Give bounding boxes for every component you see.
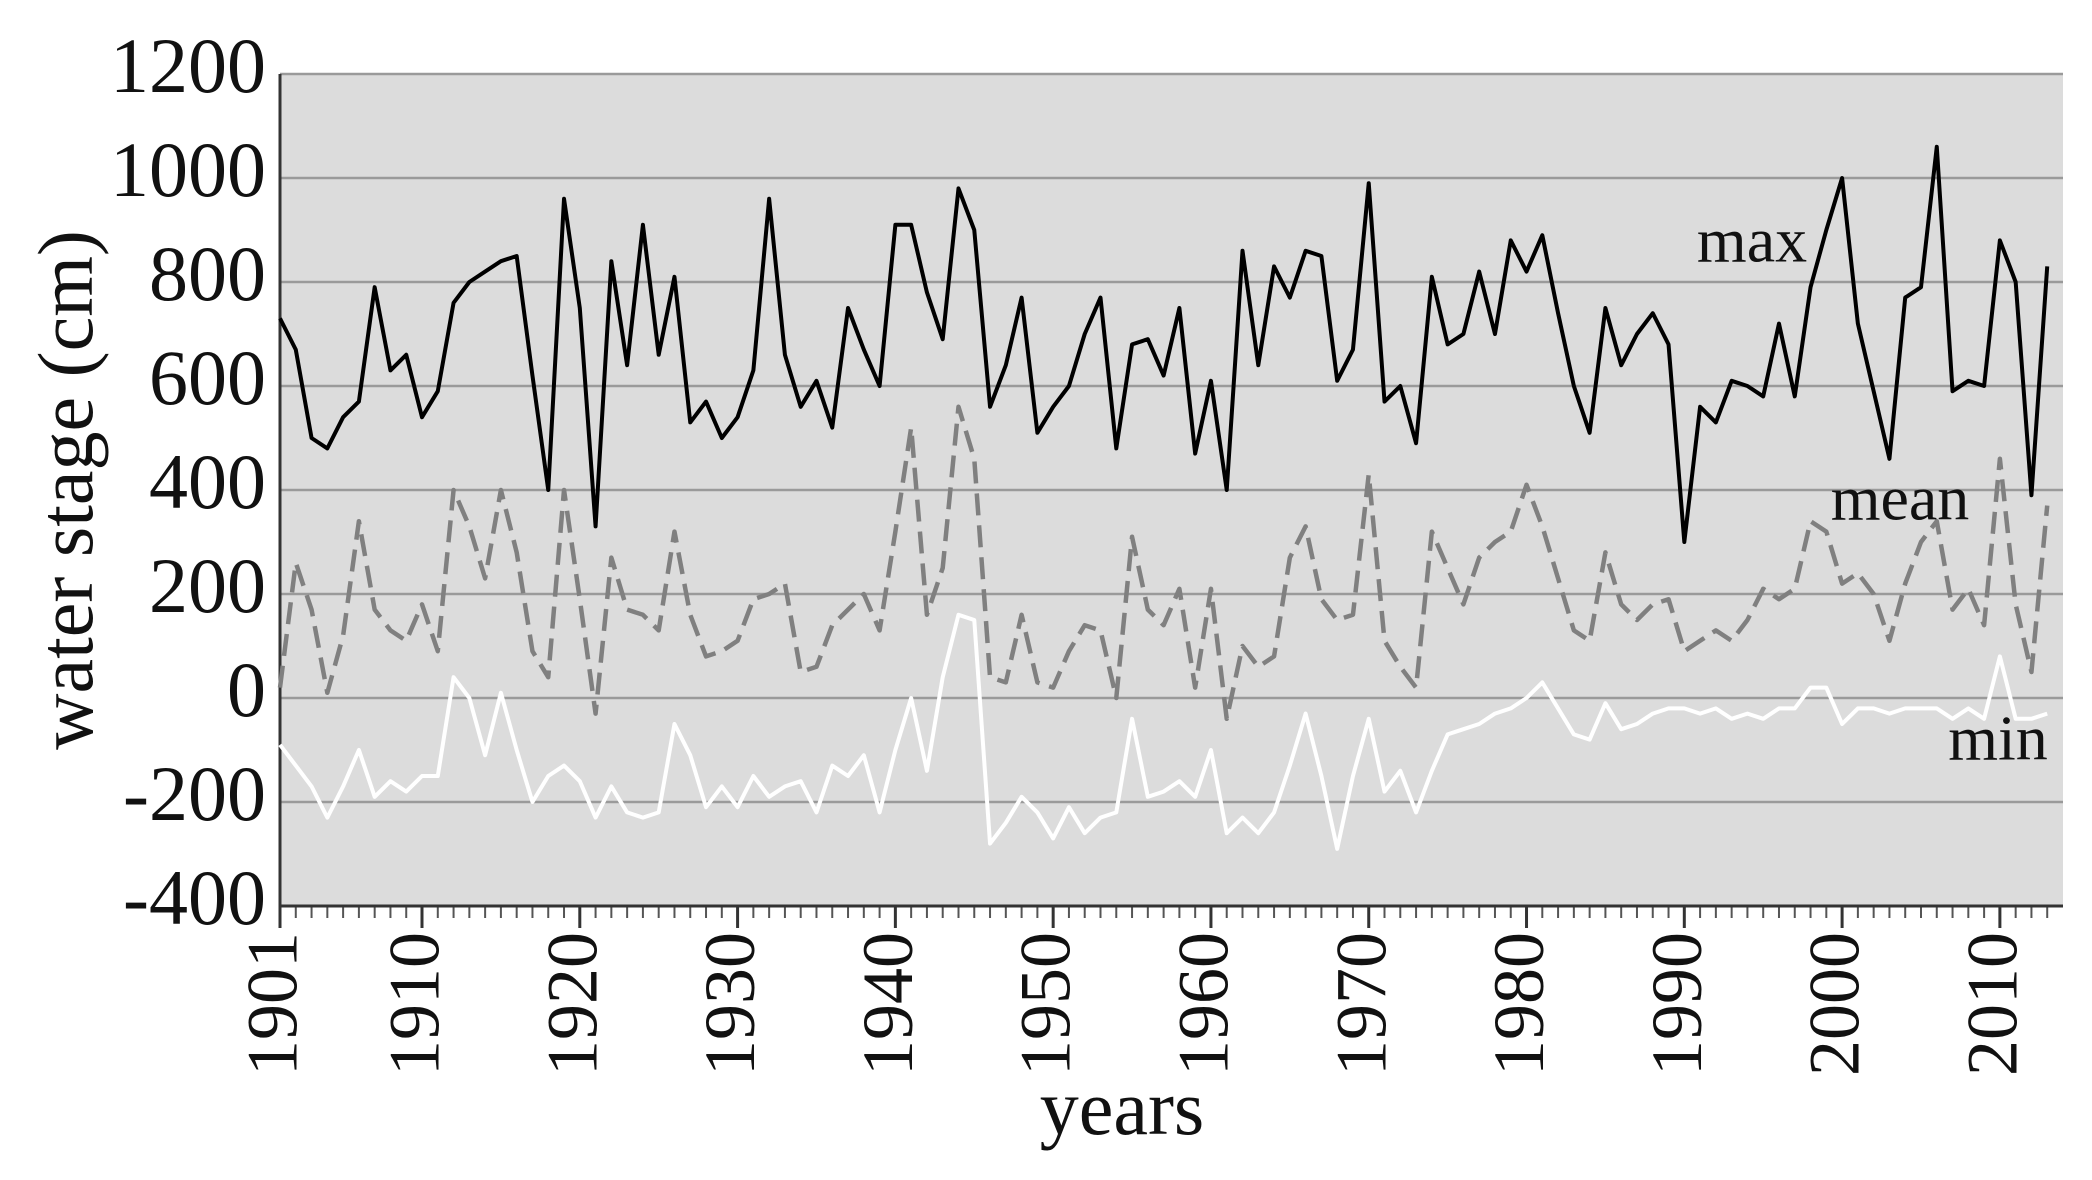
x-tick-label: 1901 (233, 932, 313, 1076)
y-tick-label: 400 (149, 438, 266, 525)
x-tick-label: 2010 (1952, 932, 2032, 1076)
data-line (277, 404, 2050, 722)
x-axis-title: years (1040, 1064, 1205, 1151)
y-tick-label: -400 (123, 854, 266, 941)
x-tick-label: 1990 (1637, 932, 1717, 1076)
x-tick-label: 1920 (532, 932, 612, 1076)
x-tick-label: 1960 (1163, 932, 1243, 1076)
y-tick-label: 200 (149, 542, 266, 629)
x-tick-label: 1940 (848, 932, 928, 1076)
x-tick-label: 1970 (1321, 932, 1401, 1076)
x-tick-label: 1980 (1479, 932, 1559, 1076)
series-label: min (1948, 703, 2048, 774)
x-tick-label: 1910 (375, 932, 455, 1076)
y-tick-label: 600 (149, 334, 266, 421)
y-tick-label: 0 (227, 646, 266, 733)
x-tick-label: 1930 (690, 932, 770, 1076)
y-tick-label: -200 (123, 750, 266, 837)
y-tick-label: 800 (149, 230, 266, 317)
series-label: max (1697, 205, 1807, 276)
series-label: mean (1831, 463, 1970, 534)
x-tick-label: 1950 (1006, 932, 1086, 1076)
data-line (278, 612, 2048, 851)
y-tick-label: 1000 (110, 126, 266, 213)
y-tick-label: 1200 (110, 22, 266, 109)
data-line (278, 144, 2050, 544)
y-axis-title: water stage (cm) (22, 230, 109, 750)
x-tick-label: 2000 (1795, 932, 1875, 1076)
